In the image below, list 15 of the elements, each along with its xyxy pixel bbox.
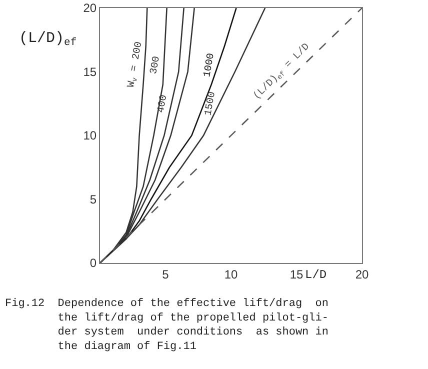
y-tick-label: 20: [83, 1, 97, 16]
x-tick-label: 20: [355, 267, 369, 282]
caption: Fig.12 Dependence of the effective lift/drag on the lift/drag of the propelled pilot-gli- der system under conditions as shown in the diagram of Fig.11: [5, 298, 328, 353]
x-tick-label: 5: [162, 267, 170, 282]
y-tick-label: 5: [90, 192, 97, 206]
x-tick-label: 15: [290, 267, 304, 282]
text: 1500: [204, 91, 219, 117]
y-tick-label: 0: [90, 256, 97, 270]
text: 1000: [202, 52, 218, 78]
y-axis-title: (L/D)$_{ef}$: [19, 30, 77, 50]
text: 300: [149, 55, 163, 76]
y-tick-label: 15: [83, 64, 97, 79]
x-axis-title: L/D: [305, 268, 327, 282]
y-tick-label: 10: [83, 128, 97, 143]
x-tick-label: 10: [224, 267, 238, 282]
